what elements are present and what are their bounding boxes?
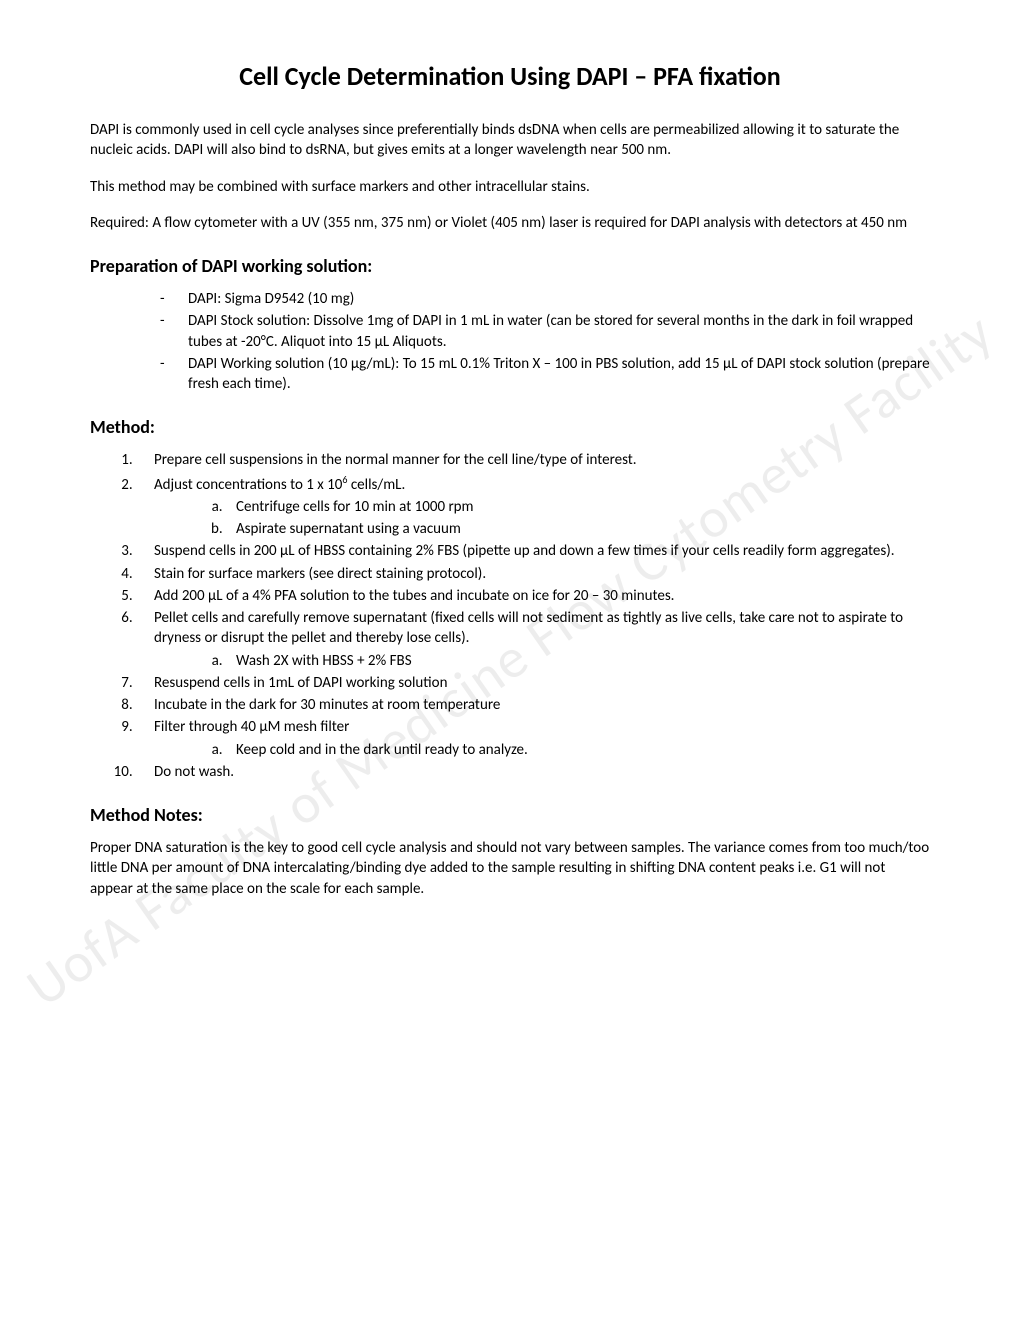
method-step-9a: Keep cold and in the dark until ready to… (226, 740, 930, 760)
method-notes-body: Proper DNA saturation is the key to good… (90, 838, 930, 899)
section-heading-preparation: Preparation of DAPI working solution: (90, 255, 930, 277)
method-step-9: Filter through 40 µM mesh filter Keep co… (136, 717, 930, 760)
method-step-6a: Wash 2X with HBSS + 2% FBS (226, 651, 930, 671)
method-step-9-text: Filter through 40 µM mesh filter (154, 718, 349, 736)
method-step-9-sub: Keep cold and in the dark until ready to… (154, 740, 930, 760)
prep-item-1: DAPI: Sigma D9542 (10 mg) (160, 289, 930, 309)
document-page: UofA Faculty of Medicine Flow Cytometry … (0, 0, 1020, 1320)
page-title: Cell Cycle Determination Using DAPI – PF… (90, 60, 930, 92)
section-heading-method: Method: (90, 416, 930, 438)
method-step-6-sub: Wash 2X with HBSS + 2% FBS (154, 651, 930, 671)
method-step-7: Resuspend cells in 1mL of DAPI working s… (136, 673, 930, 693)
method-step-2-post: cells/mL. (347, 476, 405, 494)
method-step-3: Suspend cells in 200 µL of HBSS containi… (136, 541, 930, 561)
method-step-6-text: Pellet cells and carefully remove supern… (154, 609, 903, 647)
intro-paragraph-1: DAPI is commonly used in cell cycle anal… (90, 120, 930, 161)
method-step-2-sub: Centrifuge cells for 10 min at 1000 rpm … (154, 497, 930, 540)
method-step-5: Add 200 µL of a 4% PFA solution to the t… (136, 586, 930, 606)
method-step-2a: Centrifuge cells for 10 min at 1000 rpm (226, 497, 930, 517)
prep-item-2: DAPI Stock solution: Dissolve 1mg of DAP… (160, 311, 930, 352)
intro-paragraph-3: Required: A flow cytometer with a UV (35… (90, 213, 930, 233)
method-step-1: Prepare cell suspensions in the normal m… (136, 450, 930, 470)
prep-item-3: DAPI Working solution (10 µg/mL): To 15 … (160, 354, 930, 395)
method-steps: Prepare cell suspensions in the normal m… (90, 450, 930, 782)
method-step-8: Incubate in the dark for 30 minutes at r… (136, 695, 930, 715)
method-step-2-pre: Adjust concentrations to 1 x 10 (154, 476, 342, 494)
section-heading-notes: Method Notes: (90, 804, 930, 826)
method-step-2: Adjust concentrations to 1 x 106 cells/m… (136, 473, 930, 540)
intro-paragraph-2: This method may be combined with surface… (90, 177, 930, 197)
method-step-4: Stain for surface markers (see direct st… (136, 564, 930, 584)
method-step-6: Pellet cells and carefully remove supern… (136, 608, 930, 671)
method-step-10: Do not wash. (136, 762, 930, 782)
preparation-list: DAPI: Sigma D9542 (10 mg) DAPI Stock sol… (90, 289, 930, 394)
method-step-2b: Aspirate supernatant using a vacuum (226, 519, 930, 539)
